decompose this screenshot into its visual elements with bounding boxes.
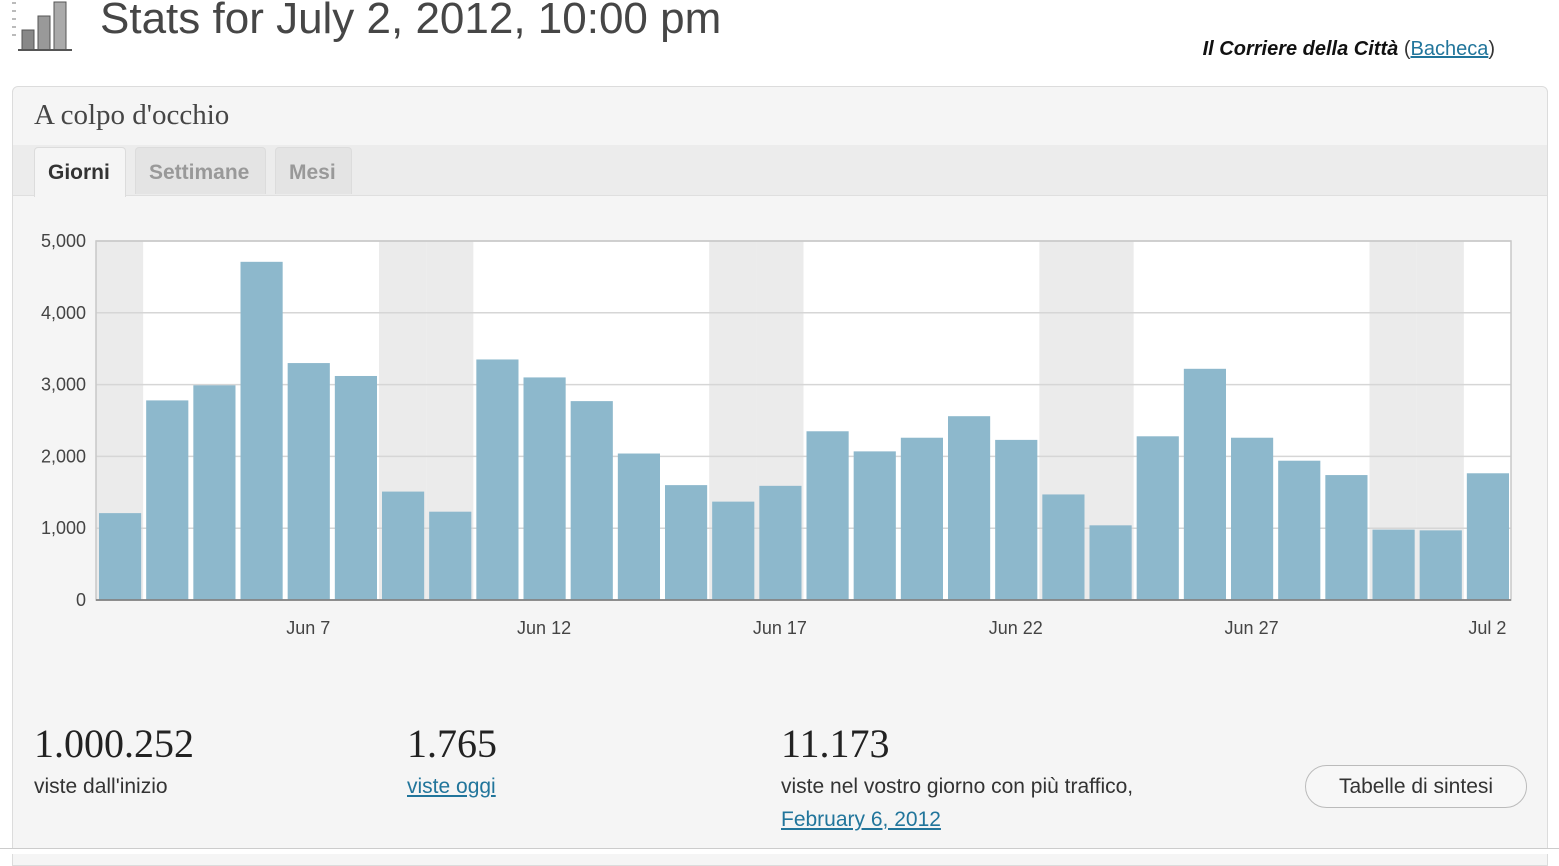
y-tick-label: 5,000 bbox=[41, 231, 86, 251]
bar bbox=[995, 439, 1038, 600]
summary-section: 1.000.252 viste dall'inizio 1.765 viste … bbox=[13, 702, 1547, 862]
views-chart: 0 1,000 2,000 3,000 4,000 5,000 Jun 7 Jun 12 Jun… bbox=[13, 207, 1547, 647]
x-tick-label: Jun 27 bbox=[1225, 618, 1279, 638]
bar bbox=[1136, 436, 1179, 600]
bar bbox=[617, 453, 660, 600]
bar bbox=[1325, 475, 1368, 600]
y-tick-label: 4,000 bbox=[41, 303, 86, 323]
bottom-divider bbox=[0, 848, 1559, 854]
bar bbox=[1419, 530, 1462, 600]
bar bbox=[334, 375, 377, 600]
dashboard-link[interactable]: Bacheca bbox=[1410, 38, 1489, 60]
paren-open: ( bbox=[1403, 38, 1411, 60]
blog-name: Il Corriere della Città bbox=[1202, 38, 1399, 60]
summary-tables-button[interactable]: Tabelle di sintesi bbox=[1305, 765, 1527, 808]
page-title: Stats for July 2, 2012, 10:00 pm bbox=[100, 0, 722, 43]
tab-months[interactable]: Mesi bbox=[275, 147, 352, 194]
stat-best-day: 11.173 viste nel vostro giorno con più t… bbox=[781, 722, 1141, 836]
x-tick-label: Jul 2 bbox=[1468, 618, 1506, 638]
bar bbox=[806, 431, 849, 600]
bar bbox=[665, 485, 708, 600]
x-tick-label: Jun 17 bbox=[753, 618, 807, 638]
bar bbox=[99, 513, 142, 600]
panel-title: A colpo d'occhio bbox=[34, 99, 230, 131]
bar bbox=[1372, 529, 1415, 600]
bar bbox=[759, 485, 802, 600]
bar bbox=[429, 511, 472, 600]
y-tick-label: 3,000 bbox=[41, 375, 86, 395]
x-tick-label: Jun 22 bbox=[989, 618, 1043, 638]
today-views-value: 1.765 bbox=[407, 721, 497, 766]
x-tick-label: Jun 7 bbox=[286, 618, 330, 638]
bar bbox=[240, 261, 283, 600]
today-views-link[interactable]: viste oggi bbox=[407, 775, 496, 798]
y-tick-label: 2,000 bbox=[41, 446, 86, 466]
stat-today-views: 1.765 viste oggi bbox=[407, 722, 497, 803]
stat-total-views: 1.000.252 viste dall'inizio bbox=[34, 722, 194, 803]
y-tick-label: 0 bbox=[76, 590, 86, 610]
y-tick-label: 1,000 bbox=[41, 518, 86, 538]
best-day-date-link[interactable]: February 6, 2012 bbox=[781, 808, 941, 831]
bar bbox=[1042, 494, 1085, 600]
tab-days[interactable]: Giorni bbox=[34, 147, 126, 197]
bar bbox=[570, 401, 613, 600]
bar bbox=[287, 363, 330, 600]
bar bbox=[853, 451, 896, 600]
views-bar-chart: 0 1,000 2,000 3,000 4,000 5,000 Jun 7 Jun 12 Jun… bbox=[41, 231, 1512, 638]
total-views-value: 1.000.252 bbox=[34, 721, 194, 766]
bar bbox=[146, 400, 189, 600]
blog-info: Il Corriere della Città (Bacheca) bbox=[1203, 38, 1495, 61]
bar bbox=[1278, 460, 1321, 600]
bar bbox=[1183, 368, 1226, 600]
bar bbox=[523, 377, 566, 600]
page-header: Stats for July 2, 2012, 10:00 pm Il Corr… bbox=[0, 0, 1559, 84]
best-day-label: viste nel vostro giorno con più traffico… bbox=[781, 775, 1134, 798]
best-day-value: 11.173 bbox=[781, 721, 890, 766]
bar bbox=[193, 385, 236, 600]
best-day-label-wrap: viste nel vostro giorno con più traffico… bbox=[781, 770, 1141, 836]
bar bbox=[900, 437, 943, 600]
period-tabs: Giorni Settimane Mesi bbox=[13, 145, 1547, 197]
total-views-label: viste dall'inizio bbox=[34, 775, 168, 798]
bar bbox=[1466, 473, 1509, 600]
bar-chart-icon bbox=[12, 1, 72, 51]
paren-close: ) bbox=[1488, 38, 1495, 60]
bar bbox=[948, 416, 991, 600]
bar bbox=[476, 359, 519, 600]
at-a-glance-panel: A colpo d'occhio Giorni Settimane Mesi 0… bbox=[12, 86, 1548, 866]
bar bbox=[1231, 437, 1274, 600]
bar bbox=[1089, 525, 1132, 600]
bar bbox=[382, 491, 425, 600]
tab-weeks[interactable]: Settimane bbox=[135, 147, 266, 194]
bar bbox=[712, 501, 755, 600]
x-tick-label: Jun 12 bbox=[517, 618, 571, 638]
